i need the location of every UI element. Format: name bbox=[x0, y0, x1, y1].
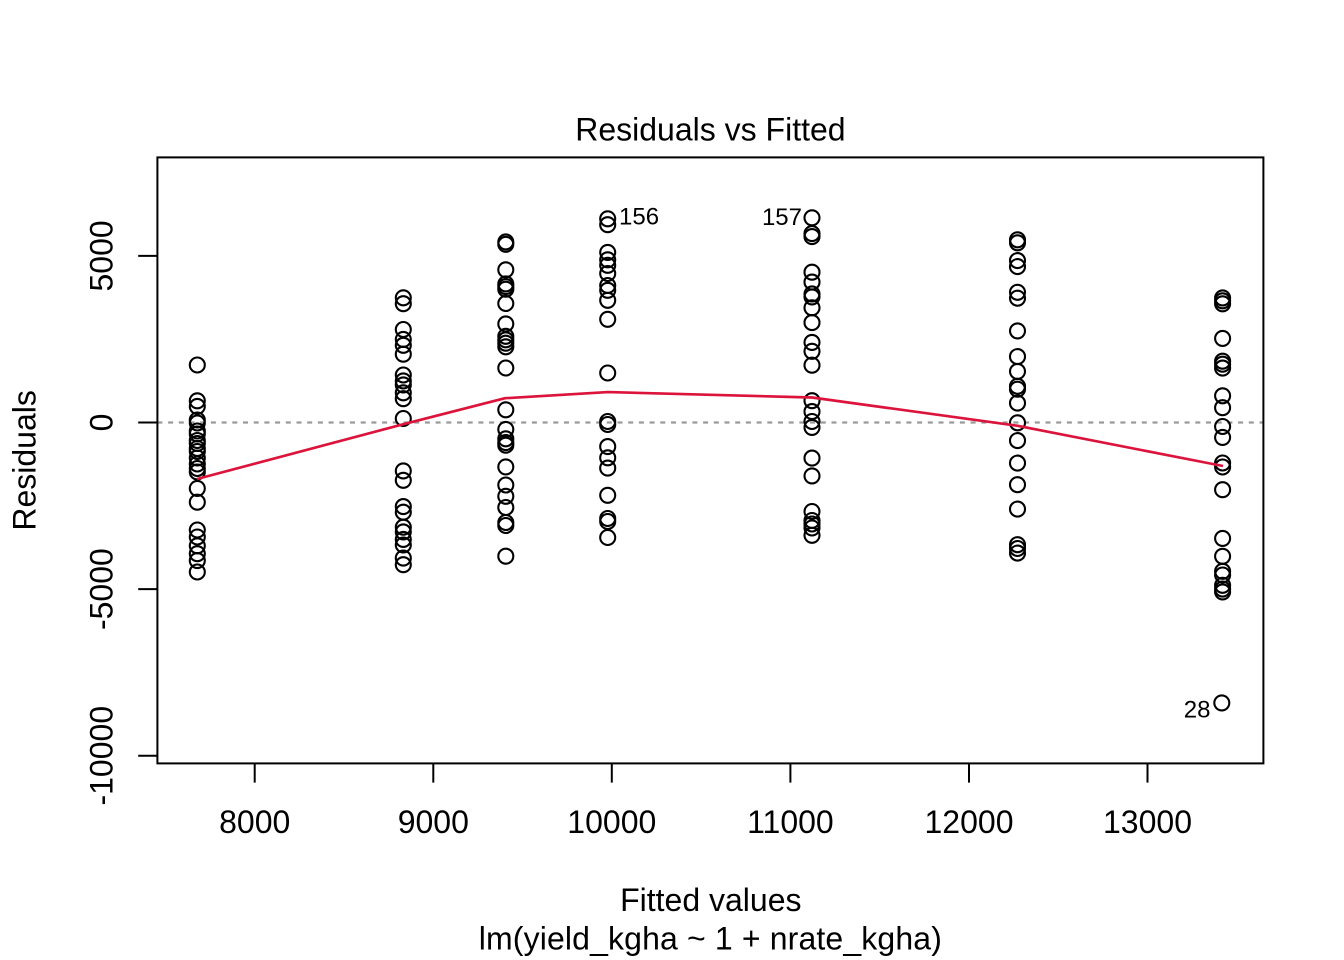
svg-text:Residuals: Residuals bbox=[7, 390, 43, 531]
svg-text:11000: 11000 bbox=[747, 804, 834, 840]
svg-text:lm(yield_kgha ~ 1 + nrate_kgha: lm(yield_kgha ~ 1 + nrate_kgha) bbox=[479, 920, 942, 956]
svg-text:28: 28 bbox=[1184, 696, 1211, 723]
svg-text:Fitted values: Fitted values bbox=[620, 882, 801, 918]
svg-text:-5000: -5000 bbox=[84, 548, 120, 630]
svg-text:Residuals vs Fitted: Residuals vs Fitted bbox=[575, 112, 845, 148]
svg-text:13000: 13000 bbox=[1103, 804, 1192, 840]
svg-text:8000: 8000 bbox=[219, 804, 290, 840]
svg-text:10000: 10000 bbox=[567, 804, 656, 840]
svg-text:5000: 5000 bbox=[84, 220, 120, 291]
svg-text:12000: 12000 bbox=[925, 804, 1014, 840]
svg-text:156: 156 bbox=[619, 204, 659, 231]
svg-text:9000: 9000 bbox=[398, 804, 469, 840]
svg-text:-10000: -10000 bbox=[84, 706, 120, 806]
svg-text:157: 157 bbox=[762, 204, 802, 231]
svg-text:0: 0 bbox=[84, 414, 120, 432]
